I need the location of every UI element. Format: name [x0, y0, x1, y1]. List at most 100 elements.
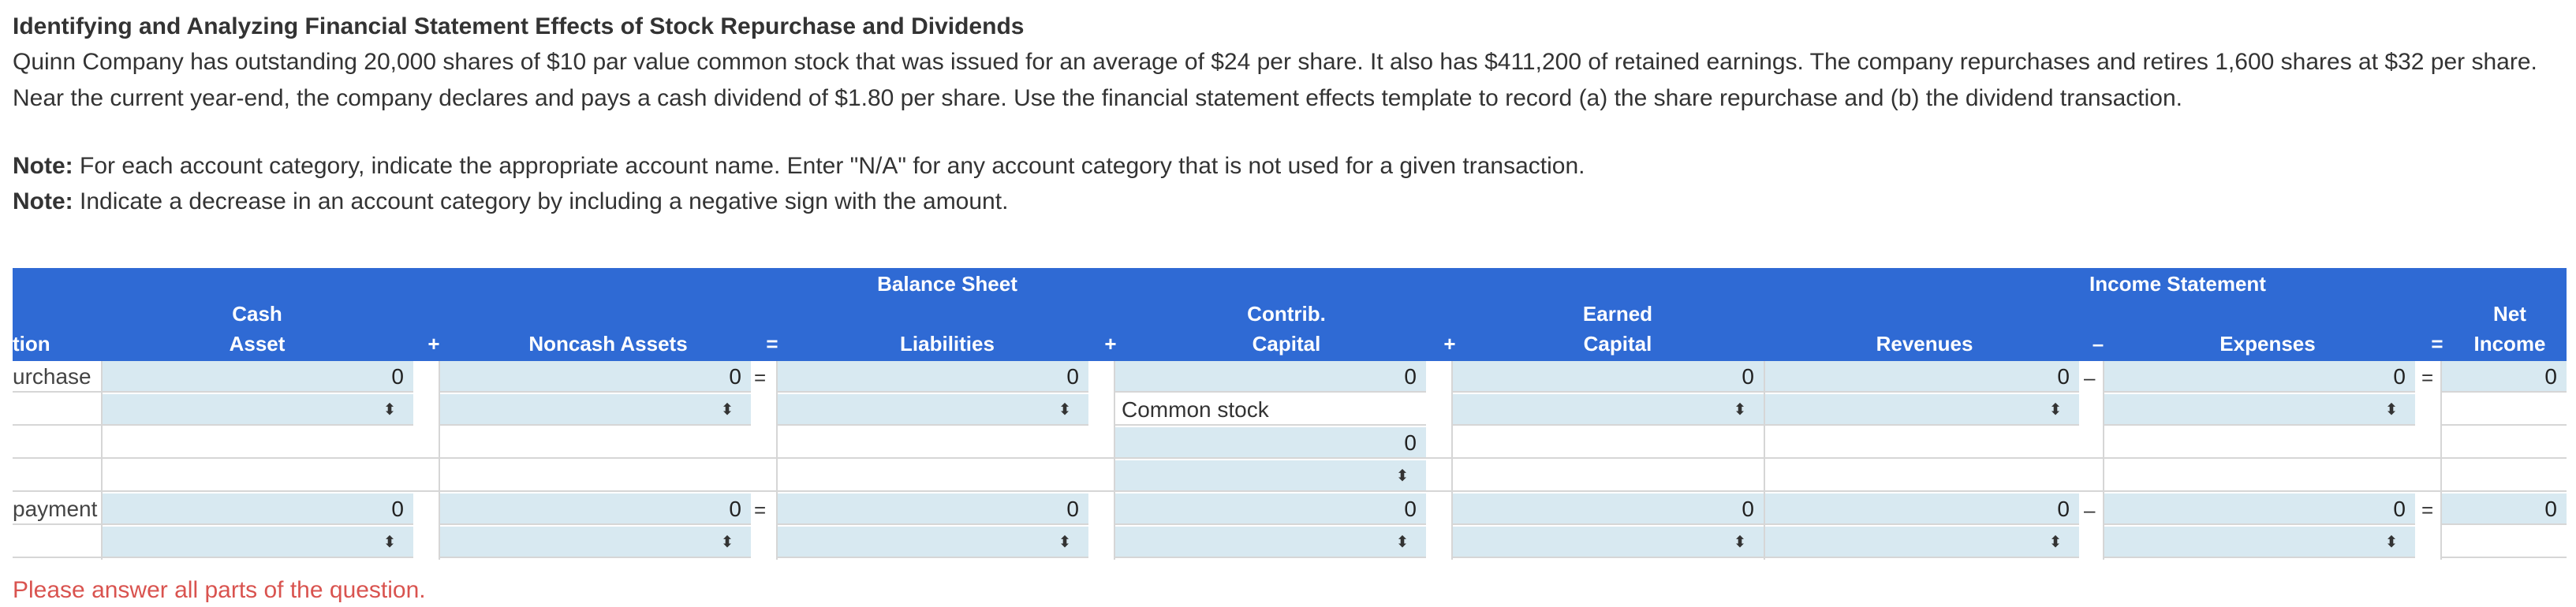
revenues-account-select[interactable]: ⬍ [1764, 527, 2079, 558]
contrib-capital-second-value: 0 [1404, 430, 1417, 455]
revenues-account-select[interactable]: ⬍ [1764, 394, 2079, 426]
revenues-value: 0 [2057, 497, 2070, 521]
row-border [13, 361, 101, 393]
header-equals-2: = [2431, 332, 2443, 356]
note-2-label: Note: [13, 188, 73, 214]
row-border [13, 427, 1114, 459]
header-plus-3: + [1443, 332, 1456, 356]
row-border [1426, 460, 2567, 492]
earned-capital-input[interactable]: 0 [1451, 493, 1764, 525]
liabilities-account-select[interactable]: ⬍ [776, 394, 1088, 426]
header-contrib-capital: Capital [1252, 332, 1321, 356]
cash-asset-input[interactable]: 0 [101, 493, 413, 525]
noncash-account-select[interactable]: ⬍ [439, 527, 751, 558]
column-divider [2440, 361, 2442, 560]
noncash-assets-value: 0 [729, 497, 741, 521]
header-cash-asset: Asset [229, 332, 286, 356]
header-equals-1: = [766, 332, 778, 356]
select-arrows-icon: ⬍ [1395, 467, 1409, 485]
contrib-account-text: Common stock [1122, 397, 1269, 422]
expenses-account-select[interactable]: ⬍ [2103, 394, 2415, 426]
select-arrows-icon: ⬍ [720, 534, 734, 551]
earned-capital-value: 0 [1742, 497, 1754, 521]
equals-sign: = [754, 366, 767, 389]
header-balance-sheet: Balance Sheet [877, 272, 1017, 296]
select-arrows-icon: ⬍ [1395, 534, 1409, 551]
cash-asset-value: 0 [391, 497, 404, 521]
note-2: Note: Indicate a decrease in an account … [13, 184, 1585, 219]
note-1-label: Note: [13, 153, 73, 179]
noncash-assets-value: 0 [729, 364, 741, 389]
table-header: Balance Sheet Income Statement tion Cash… [13, 268, 2567, 361]
row-label-payment: payment [13, 497, 98, 521]
contrib-capital-input[interactable]: 0 [1114, 361, 1426, 393]
revenues-input[interactable]: 0 [1764, 493, 2079, 525]
select-arrows-icon: ⬍ [2384, 401, 2399, 419]
earned-account-select[interactable]: ⬍ [1451, 527, 1764, 558]
column-divider [1114, 361, 1115, 560]
select-arrows-icon: ⬍ [1733, 401, 1747, 419]
column-divider [2103, 361, 2104, 560]
row-border [13, 527, 101, 558]
select-arrows-icon: ⬍ [720, 401, 734, 419]
net-income-input[interactable]: 0 [2440, 493, 2567, 525]
column-divider [1764, 361, 1765, 560]
earned-account-select[interactable]: ⬍ [1451, 394, 1764, 426]
net-income-value: 0 [2544, 364, 2557, 389]
cash-account-select[interactable]: ⬍ [101, 394, 413, 426]
note-1-text: For each account category, indicate the … [73, 153, 1585, 179]
contrib-account-select[interactable]: ⬍ [1114, 527, 1426, 558]
header-income-statement: Income Statement [2089, 272, 2266, 296]
select-arrows-icon: ⬍ [2048, 401, 2063, 419]
contrib-second-account-select[interactable]: ⬍ [1114, 460, 1426, 492]
noncash-account-select[interactable]: ⬍ [439, 394, 751, 426]
cash-asset-input[interactable]: 0 [101, 361, 413, 393]
header-transaction: tion [13, 332, 50, 356]
revenues-value: 0 [2057, 364, 2070, 389]
expenses-value: 0 [2393, 364, 2406, 389]
header-noncash-assets: Noncash Assets [528, 332, 688, 356]
cash-account-select[interactable]: ⬍ [101, 527, 413, 558]
error-message: Please answer all parts of the question. [13, 577, 426, 603]
header-liabilities: Liabilities [900, 332, 995, 356]
earned-capital-input[interactable]: 0 [1451, 361, 1764, 393]
liabilities-value: 0 [1066, 364, 1079, 389]
header-expenses: Expenses [2219, 332, 2316, 356]
expenses-input[interactable]: 0 [2103, 361, 2415, 393]
column-divider [439, 361, 440, 560]
row-border [2440, 394, 2567, 426]
expenses-account-select[interactable]: ⬍ [2103, 527, 2415, 558]
header-plus-1: + [427, 332, 440, 356]
minus-sign: – [2084, 366, 2096, 389]
select-arrows-icon: ⬍ [383, 534, 397, 551]
row-border [13, 394, 101, 426]
earned-capital-value: 0 [1742, 364, 1754, 389]
revenues-input[interactable]: 0 [1764, 361, 2079, 393]
net-income-input[interactable]: 0 [2440, 361, 2567, 393]
expenses-value: 0 [2393, 497, 2406, 521]
select-arrows-icon: ⬍ [383, 401, 397, 419]
liabilities-input[interactable]: 0 [776, 361, 1088, 393]
contrib-capital-second-input[interactable]: 0 [1114, 427, 1426, 459]
contrib-capital-value: 0 [1404, 497, 1417, 521]
equals-sign: = [754, 498, 767, 522]
header-net: Net [2493, 302, 2526, 326]
header-minus: – [2092, 332, 2104, 356]
column-divider [776, 361, 778, 560]
cash-asset-value: 0 [391, 364, 404, 389]
noncash-assets-input[interactable]: 0 [439, 493, 751, 525]
noncash-assets-input[interactable]: 0 [439, 361, 751, 393]
equals-sign: = [2421, 366, 2434, 389]
expenses-input[interactable]: 0 [2103, 493, 2415, 525]
contrib-capital-input[interactable]: 0 [1114, 493, 1426, 525]
contrib-account-name: Common stock [1114, 394, 1426, 426]
header-contrib: Contrib. [1247, 302, 1326, 326]
note-2-text: Indicate a decrease in an account catego… [73, 188, 1009, 214]
header-plus-2: + [1104, 332, 1117, 356]
select-arrows-icon: ⬍ [2048, 534, 2063, 551]
equals-sign: = [2421, 498, 2434, 522]
liabilities-input[interactable]: 0 [776, 493, 1088, 525]
row-border [13, 493, 101, 525]
problem-title: Identifying and Analyzing Financial Stat… [13, 13, 1025, 39]
liabilities-account-select[interactable]: ⬍ [776, 527, 1088, 558]
